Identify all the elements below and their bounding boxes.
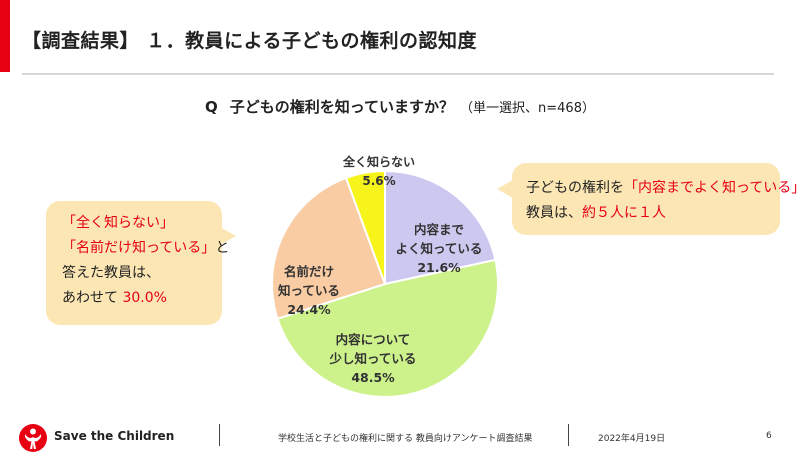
callout-right-pointer xyxy=(497,180,513,198)
callout-right-prefix-1: 子どもの権利を xyxy=(526,180,624,196)
callout-left: 「全く知らない」 「名前だけ知っている」と 答えた教員は、 あわせて 30.0% xyxy=(46,201,229,325)
footer-date: 2022年4月19日 xyxy=(598,434,666,444)
pie-value-label: 5.6% xyxy=(362,174,395,188)
callout-left-line-2: 「名前だけ知っている」と xyxy=(62,236,229,261)
pie-value-label: 48.5% xyxy=(351,370,395,385)
save-the-children-logo-icon xyxy=(19,424,47,452)
footer-separator xyxy=(219,424,220,446)
page-title: 【調査結果】 １．教員による子どもの権利の認知度 xyxy=(22,30,478,52)
callout-left-tail: と xyxy=(215,240,230,256)
callout-left-line-1: 「全く知らない」 xyxy=(62,211,222,236)
title-divider xyxy=(22,73,774,75)
footer-separator xyxy=(568,424,569,446)
callout-right-red-1: 「内容までよく知っている」 xyxy=(624,180,800,196)
pie-slices xyxy=(271,169,499,398)
callout-left-prefix: あわせて xyxy=(62,290,118,306)
question-note: （単一選択、n=468） xyxy=(460,101,595,116)
callout-right-line-2: 教員は、約５人に１人 xyxy=(526,201,780,226)
callout-left-line-4: あわせて 30.0% xyxy=(62,286,222,311)
callout-left-line-3: 答えた教員は、 xyxy=(62,265,160,281)
org-name: Save the Children xyxy=(54,429,175,443)
pie-category-label: 名前だけ xyxy=(284,264,334,279)
pie-slice xyxy=(384,169,497,286)
pie-category-label: 内容まで xyxy=(414,222,464,237)
callout-left-percent: 30.0% xyxy=(122,290,167,306)
callout-right-red-2: 約５人に１人 xyxy=(582,205,666,221)
pie-slice xyxy=(344,169,386,285)
pie-slice xyxy=(271,176,387,320)
pie-category-label: 内容について xyxy=(336,332,411,347)
pie-slice xyxy=(276,258,499,398)
pie-category-label: よく知っている xyxy=(396,241,483,256)
pie-value-label: 21.6% xyxy=(417,260,461,275)
page-number: 6 xyxy=(766,431,772,441)
question-mark: Q xyxy=(205,98,218,116)
pie-category-label: 少し知っている xyxy=(329,351,417,366)
callout-right-prefix-2: 教員は、 xyxy=(526,205,582,221)
callout-left-red-2: 「名前だけ知っている」 xyxy=(62,240,216,256)
question-text: 子どもの権利を知っていますか？ xyxy=(229,98,455,116)
title-accent-bar xyxy=(0,0,10,72)
footer-subject: 学校生活と子どもの権利に関する 教員向けアンケート調査結果 xyxy=(278,434,533,444)
callout-left-pointer xyxy=(220,227,236,245)
pie-value-label: 24.4% xyxy=(287,302,331,317)
callout-right-line-1: 子どもの権利を「内容までよく知っている」 xyxy=(526,176,800,201)
callout-left-red-1: 「全く知らない」 xyxy=(62,215,174,231)
callout-right: 子どもの権利を「内容までよく知っている」 教員は、約５人に１人 xyxy=(512,163,800,235)
question-heading: Q 子どもの権利を知っていますか？ （単一選択、n=468） xyxy=(0,96,800,117)
pie-category-label: 全く知らない xyxy=(342,154,415,169)
pie-category-label: 知っている xyxy=(277,283,340,298)
footer: Save the Children 学校生活と子どもの権利に関する 教員向けアン… xyxy=(0,418,800,454)
